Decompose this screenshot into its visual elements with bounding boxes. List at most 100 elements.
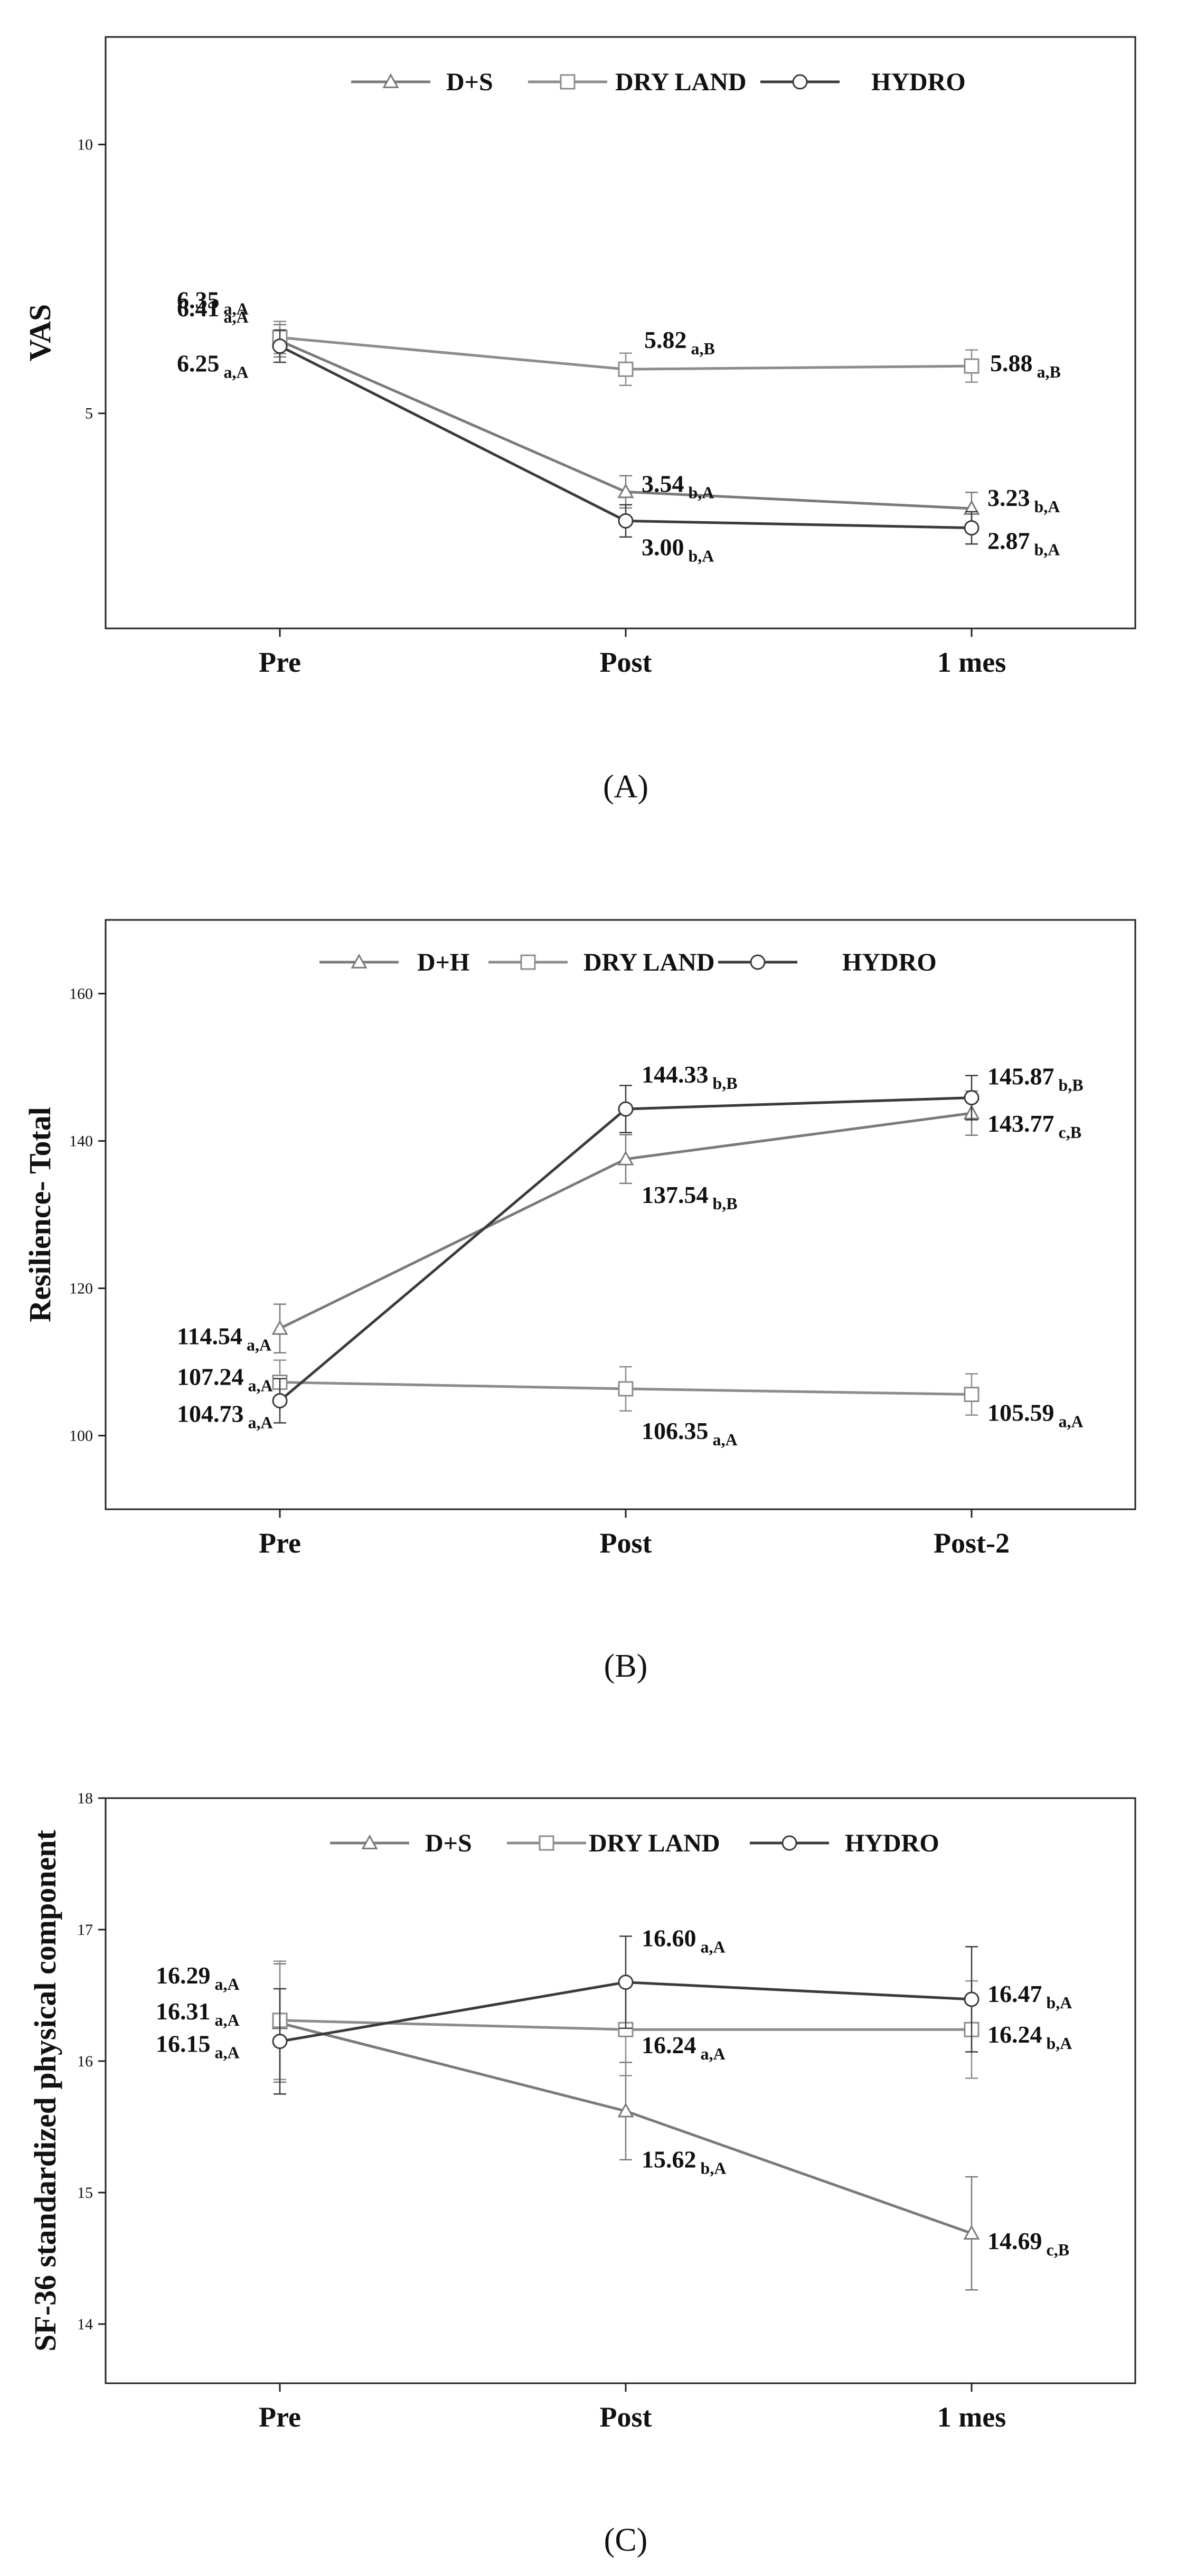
legend-marker-circle xyxy=(781,1835,797,1851)
data-label-subscript: c,B xyxy=(1059,1123,1082,1142)
data-point-circle xyxy=(272,1393,288,1409)
data-label: 107.24 a,A xyxy=(177,1364,273,1395)
data-label-subscript: a,A xyxy=(701,1938,726,1957)
data-label: 16.47 b,A xyxy=(987,1980,1072,2012)
data-label-subscript: a,A xyxy=(248,1376,273,1395)
data-label: 15.62 b,A xyxy=(642,2146,726,2178)
y-axis-label: Resilience- Total xyxy=(23,1107,57,1322)
series-group xyxy=(272,1935,980,2095)
data-point-triangle xyxy=(617,483,634,499)
data-label-value: 106.35 xyxy=(642,1417,709,1444)
y-tick-label: 10 xyxy=(77,136,93,154)
x-tick-label: 1 mes xyxy=(937,646,1006,678)
data-label-subscript: a,A xyxy=(247,1336,271,1355)
data-label-subscript: b,A xyxy=(1034,540,1060,559)
data-label: 145.87 b,B xyxy=(987,1063,1084,1095)
data-label-subscript: b,A xyxy=(1047,1993,1072,2012)
legend-label: D+H xyxy=(417,948,469,976)
legend-entry: D+S xyxy=(351,68,493,96)
x-tick-label: Post xyxy=(600,2401,652,2433)
data-label: 16.15 a,A xyxy=(156,2030,240,2062)
panel-caption: (A) xyxy=(603,769,648,805)
data-label-subscript: c,B xyxy=(1047,2240,1070,2259)
data-point-circle xyxy=(618,1975,634,1990)
data-label-value: 143.77 xyxy=(987,1110,1054,1137)
data-label-subscript: a,A xyxy=(713,1430,738,1449)
data-label: 16.24 b,A xyxy=(987,2021,1072,2053)
data-label-subscript: b,A xyxy=(1047,2034,1072,2053)
data-label-value: 14.69 xyxy=(987,2227,1042,2254)
plot-frame xyxy=(105,919,1136,1510)
data-point-circle xyxy=(964,520,980,536)
data-label-value: 137.54 xyxy=(642,1181,709,1208)
data-label: 3.54 b,A xyxy=(642,470,714,502)
panel-caption: (C) xyxy=(604,2522,648,2558)
data-point-square xyxy=(964,358,980,374)
data-label-subscript: b,A xyxy=(1034,497,1060,516)
legend-entry: D+S xyxy=(330,1829,472,1857)
data-label-subscript: a,A xyxy=(215,1975,240,1994)
y-tick-label: 5 xyxy=(85,405,93,422)
data-label: 144.33 b,B xyxy=(642,1061,738,1093)
chart-panel: 5 10 Pre Post 1 mes VAS (A) D+S DRY LAND HYDRO 6.3… xyxy=(23,36,1136,805)
data-label-subscript: a,A xyxy=(215,2043,240,2062)
panel-caption: (B) xyxy=(604,1648,648,1684)
data-label-value: 145.87 xyxy=(987,1063,1054,1090)
series-group xyxy=(272,1359,980,1416)
legend-label: DRY LAND xyxy=(589,1829,720,1857)
data-label: 3.23 b,A xyxy=(987,484,1060,516)
data-label: 106.35 a,A xyxy=(642,1417,738,1449)
data-point-circle xyxy=(964,1090,980,1106)
legend-label: DRY LAND xyxy=(615,68,747,96)
data-point-triangle xyxy=(617,1150,634,1165)
data-label-subscript: a,A xyxy=(1059,1412,1084,1431)
legend-entry: HYDRO xyxy=(718,948,937,976)
y-tick-label: 15 xyxy=(77,2184,93,2202)
x-tick-label: Pre xyxy=(259,646,301,678)
legend-entry: D+H xyxy=(319,948,469,976)
y-axis-label: SF-36 standardized physical component xyxy=(28,1829,62,2351)
data-point-triangle xyxy=(617,2102,634,2118)
data-label: 114.54 a,A xyxy=(177,1323,271,1355)
legend-entry: DRY LAND xyxy=(507,1829,720,1857)
x-tick-label: 1 mes xyxy=(937,2401,1006,2433)
chart-panel: 100 120 140 160 Pre Post Post-2 Resilience- Tot… xyxy=(23,919,1136,1684)
plot-frame xyxy=(105,1797,1136,2384)
data-label-subscript: b,A xyxy=(701,2159,727,2178)
data-label: 143.77 c,B xyxy=(987,1110,1081,1142)
data-label-value: 3.00 xyxy=(642,533,684,560)
data-label-value: 107.24 xyxy=(177,1364,244,1390)
data-point-square xyxy=(618,2022,634,2037)
data-label: 6.25 a,A xyxy=(177,350,249,381)
legend-entry: DRY LAND xyxy=(528,68,747,96)
legend-label: DRY LAND xyxy=(583,948,715,976)
data-label-subscript: b,B xyxy=(1059,1076,1084,1095)
y-tick-label: 160 xyxy=(69,985,93,1003)
data-label-subscript: a,A xyxy=(248,1413,273,1432)
legend-label: HYDRO xyxy=(871,68,966,96)
legend-marker-square xyxy=(560,74,576,90)
data-point-triangle xyxy=(271,1320,288,1335)
data-label-subscript: a,A xyxy=(224,307,249,326)
data-label-subscript: a,A xyxy=(224,299,249,318)
chart-panel: 14 15 16 17 18 Pre Post 1 mes SF-36 standardized… xyxy=(28,1790,1136,2558)
data-label: 5.88 a,B xyxy=(990,350,1061,381)
data-point-circle xyxy=(964,1991,980,2007)
data-label-subscript: a,A xyxy=(701,2044,726,2063)
y-tick-label: 120 xyxy=(69,1280,93,1298)
legend-marker-circle xyxy=(792,74,808,90)
data-label: 16.24 a,A xyxy=(642,2032,726,2063)
data-label-value: 16.24 xyxy=(987,2021,1042,2048)
data-label-value: 6.25 xyxy=(177,350,220,377)
plot-frame xyxy=(105,36,1136,629)
data-label-subscript: b,B xyxy=(713,1074,738,1093)
data-label: 3.00 b,A xyxy=(642,533,714,565)
data-point-circle xyxy=(272,338,288,354)
data-label-subscript: b,B xyxy=(713,1194,738,1213)
data-label: 6.41 a,A xyxy=(177,295,249,326)
data-label-value: 16.47 xyxy=(987,1980,1042,2007)
series-group xyxy=(272,329,980,545)
x-tick-label: Pre xyxy=(259,2401,301,2433)
data-label: 14.69 c,B xyxy=(987,2227,1069,2259)
data-label: 16.60 a,A xyxy=(642,1925,726,1957)
